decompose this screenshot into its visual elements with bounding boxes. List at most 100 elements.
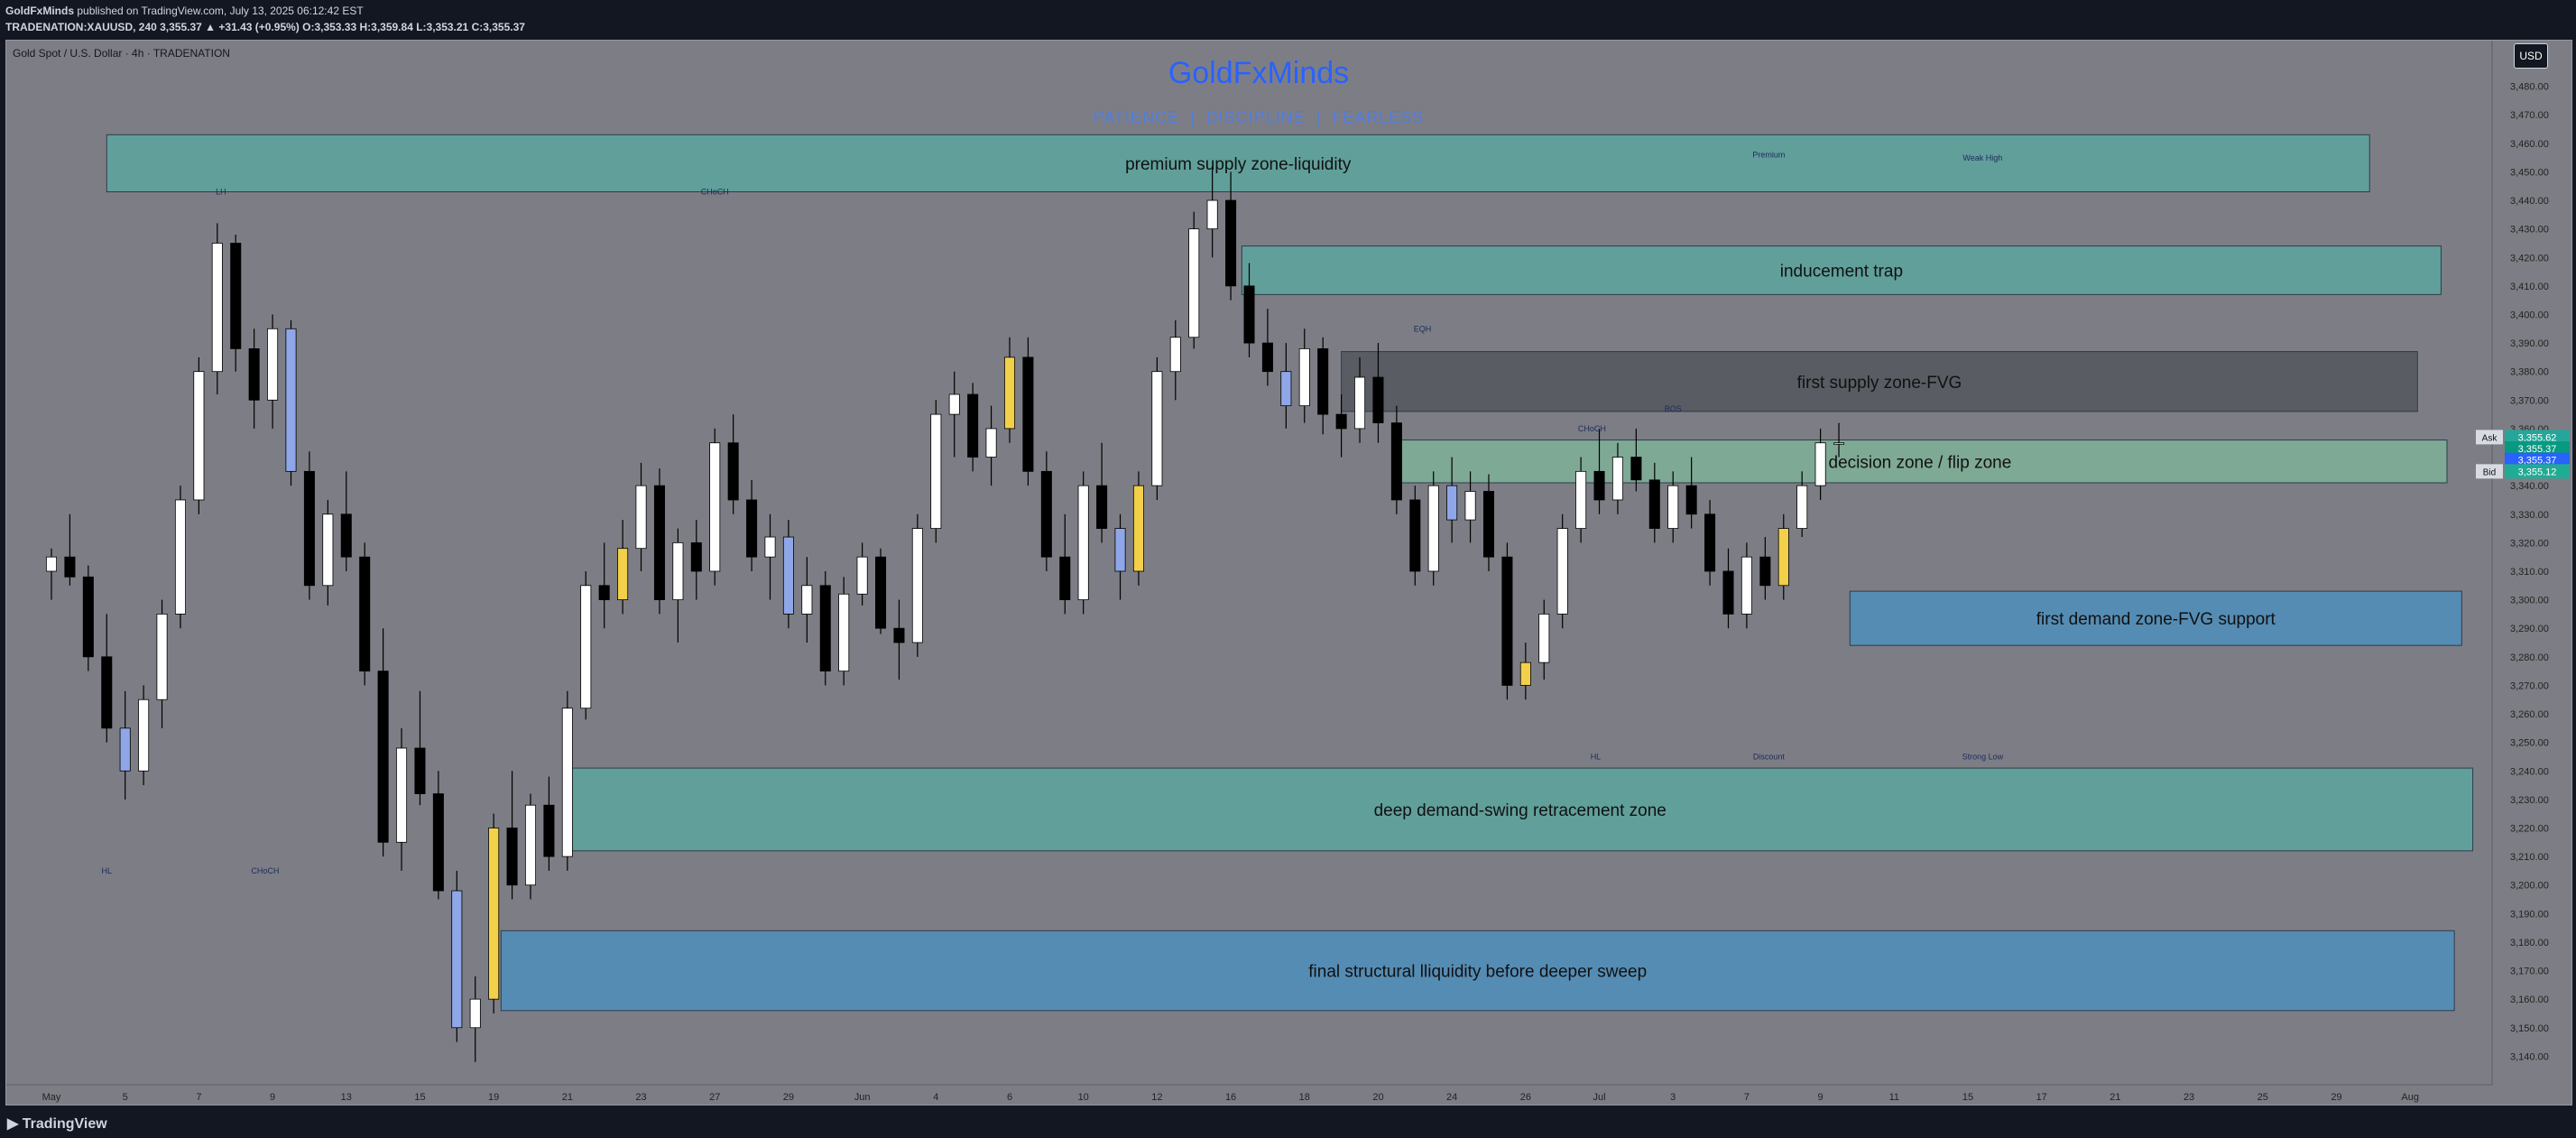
candle (1317, 337, 1329, 435)
candle-body (1796, 485, 1808, 529)
y-tick-label: 3,310.00 (2510, 567, 2549, 578)
candle-body (727, 442, 739, 501)
candle (561, 690, 573, 871)
candle-body (45, 556, 58, 572)
annotation-label: Premium (1752, 151, 1785, 160)
x-tick-label: Jun (854, 1092, 871, 1103)
candle-body (1114, 528, 1126, 572)
zone-label-4: first demand zone-FVG support (2036, 610, 2276, 629)
zone-label-3: decision zone / flip zone (1829, 453, 2012, 472)
candle-body (1335, 413, 1347, 430)
annotation-label: Weak High (1962, 153, 2002, 162)
candle-body (101, 656, 113, 729)
x-tick-label: 20 (1372, 1092, 1383, 1103)
candle (174, 486, 186, 629)
candle (64, 513, 76, 586)
candle (1188, 211, 1200, 349)
candle (1519, 643, 1531, 700)
x-tick-label: 23 (635, 1092, 646, 1103)
candle-body (82, 576, 94, 658)
y-tick-label: 3,160.00 (2510, 995, 2549, 1005)
x-tick-label: 11 (1889, 1092, 1899, 1103)
y-tick-label: 3,140.00 (2510, 1051, 2549, 1062)
y-tick-label: 3,210.00 (2510, 852, 2549, 863)
candle (635, 462, 647, 571)
candle-body (746, 499, 758, 558)
candle (1833, 422, 1845, 458)
candle-body (1372, 376, 1384, 424)
x-tick-label: 9 (1818, 1092, 1824, 1103)
candle-body (64, 556, 76, 578)
price-label-tag-box (2476, 430, 2503, 445)
candle (893, 599, 905, 680)
candle (782, 520, 794, 629)
publish-line: GoldFxMinds published on TradingView.com… (5, 5, 364, 17)
candle-body (156, 614, 168, 700)
candle-body (1740, 556, 1752, 615)
y-tick-label: 3,230.00 (2510, 795, 2549, 806)
candle (1556, 513, 1568, 629)
candle-body (911, 528, 923, 643)
x-tick-label: 7 (196, 1092, 201, 1103)
publish-header: GoldFxMinds published on TradingView.com… (0, 0, 2576, 38)
x-tick-label: 13 (341, 1092, 352, 1103)
zone-label-6: final structural lliquidity before deepe… (1308, 963, 1647, 982)
candle (1796, 471, 1808, 538)
x-tick-label: 9 (270, 1092, 275, 1103)
price-label-box (2505, 464, 2570, 479)
x-tick-label: 7 (1744, 1092, 1750, 1103)
candle-body (1722, 570, 1734, 615)
y-tick-label: 3,460.00 (2510, 139, 2549, 150)
candle-body (856, 556, 868, 595)
candle-body (1225, 199, 1237, 287)
candle (617, 520, 629, 615)
chart-area[interactable]: premium supply zone-liquidity inducement … (5, 40, 2572, 1106)
candle-body (1482, 491, 1495, 558)
price-label-box (2505, 452, 2570, 467)
zone-6 (500, 930, 2455, 1012)
candle-body (1648, 479, 1660, 529)
y-tick-label: 3,450.00 (2510, 167, 2549, 178)
y-tick-label: 3,150.00 (2510, 1023, 2549, 1034)
annotation-label: BOS (1665, 404, 1682, 413)
zone-1 (1241, 245, 2442, 295)
annotation-label: HL (102, 866, 113, 875)
x-tick-label: 23 (2184, 1092, 2194, 1103)
candle-body (119, 727, 131, 772)
candle-body (672, 541, 684, 600)
candle-body (432, 793, 444, 892)
x-tick-label: 19 (488, 1092, 499, 1103)
candle-body (1409, 499, 1421, 572)
candle (819, 570, 831, 686)
y-tick-label: 3,410.00 (2510, 282, 2549, 292)
chart-canvas[interactable]: premium supply zone-liquidity inducement … (6, 41, 2571, 1105)
brand-title: GoldFxMinds (1168, 56, 1350, 90)
candle (985, 405, 997, 486)
candle-body (1040, 470, 1052, 558)
y-tick-label: 3,180.00 (2510, 938, 2549, 948)
tradingview-logo-icon: ▶ (7, 1116, 19, 1132)
price-label-box (2505, 441, 2570, 457)
annotation-label: Strong Low (1962, 753, 2004, 762)
currency-button[interactable]: USD (2514, 43, 2548, 69)
candle (101, 614, 113, 743)
candle-body (709, 442, 721, 572)
x-tick-label: 16 (1225, 1092, 1236, 1103)
y-tick-label: 3,270.00 (2510, 680, 2549, 691)
y-tick-label: 3,320.00 (2510, 538, 2549, 549)
candle-body (1833, 442, 1845, 445)
candle-body (1464, 491, 1476, 521)
y-tick-label: 3,400.00 (2510, 310, 2549, 320)
candle (1169, 319, 1181, 401)
candle (1298, 328, 1310, 423)
candle (1096, 442, 1108, 543)
annotation-label: EQH (1414, 324, 1432, 333)
candle (524, 793, 537, 900)
candle (1225, 171, 1237, 301)
candle (211, 223, 223, 394)
candle (1611, 442, 1623, 514)
candle (580, 570, 592, 720)
y-tick-label: 3,470.00 (2510, 110, 2549, 121)
zone-label-1: inducement trap (1780, 262, 1903, 281)
candle (875, 548, 887, 634)
